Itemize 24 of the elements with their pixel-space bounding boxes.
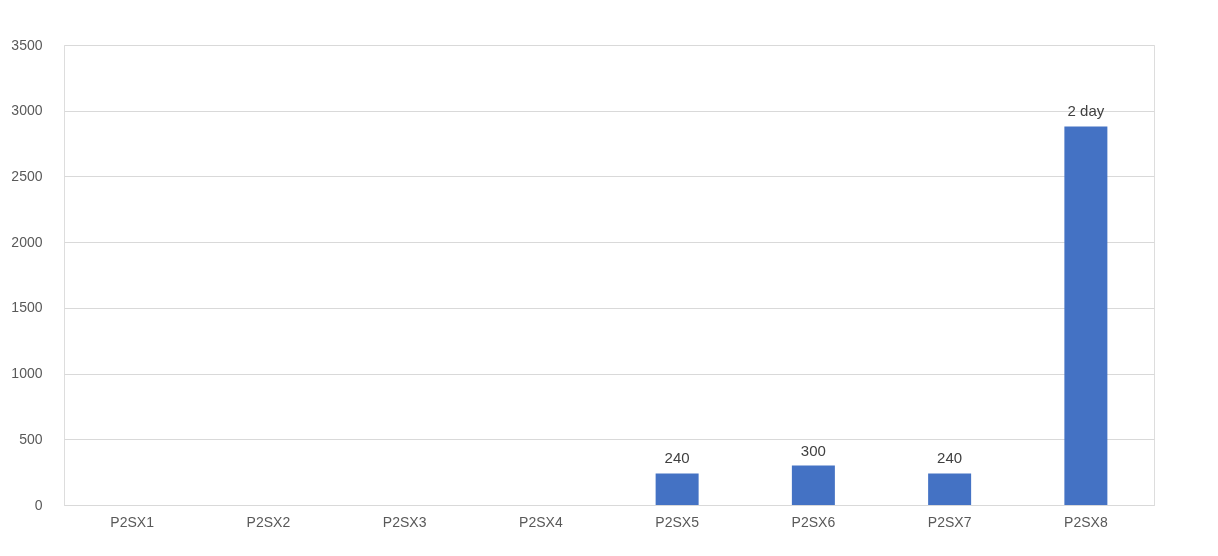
y-tick-label: 2000 bbox=[11, 233, 43, 250]
y-tick-label: 0 bbox=[34, 496, 43, 513]
y-tick-label: 3500 bbox=[11, 36, 43, 53]
data-label: 240 bbox=[937, 449, 963, 467]
x-tick-label: P2SX6 bbox=[791, 513, 836, 530]
x-tick-label: P2SX3 bbox=[382, 513, 427, 530]
x-tick-label: P2SX1 bbox=[110, 513, 155, 530]
x-tick-label: P2SX4 bbox=[519, 513, 563, 530]
annotation: 2 day bbox=[1067, 102, 1105, 120]
bar bbox=[791, 465, 835, 505]
bar bbox=[655, 473, 699, 505]
x-tick-label: P2SX7 bbox=[927, 513, 972, 530]
x-tick-label: P2SX8 bbox=[1064, 513, 1108, 530]
y-tick-label: 2500 bbox=[11, 167, 43, 184]
data-label: 300 bbox=[800, 441, 826, 459]
y-tick-label: 1000 bbox=[11, 365, 43, 382]
bar bbox=[1064, 126, 1108, 505]
bar bbox=[928, 473, 972, 505]
y-tick-label: 1500 bbox=[11, 299, 43, 316]
x-tick-label: P2SX5 bbox=[655, 513, 700, 530]
y-tick-label: 3000 bbox=[11, 102, 43, 119]
y-tick-label: 500 bbox=[19, 430, 43, 447]
data-label: 240 bbox=[664, 449, 690, 467]
x-tick-label: P2SX2 bbox=[246, 513, 291, 530]
